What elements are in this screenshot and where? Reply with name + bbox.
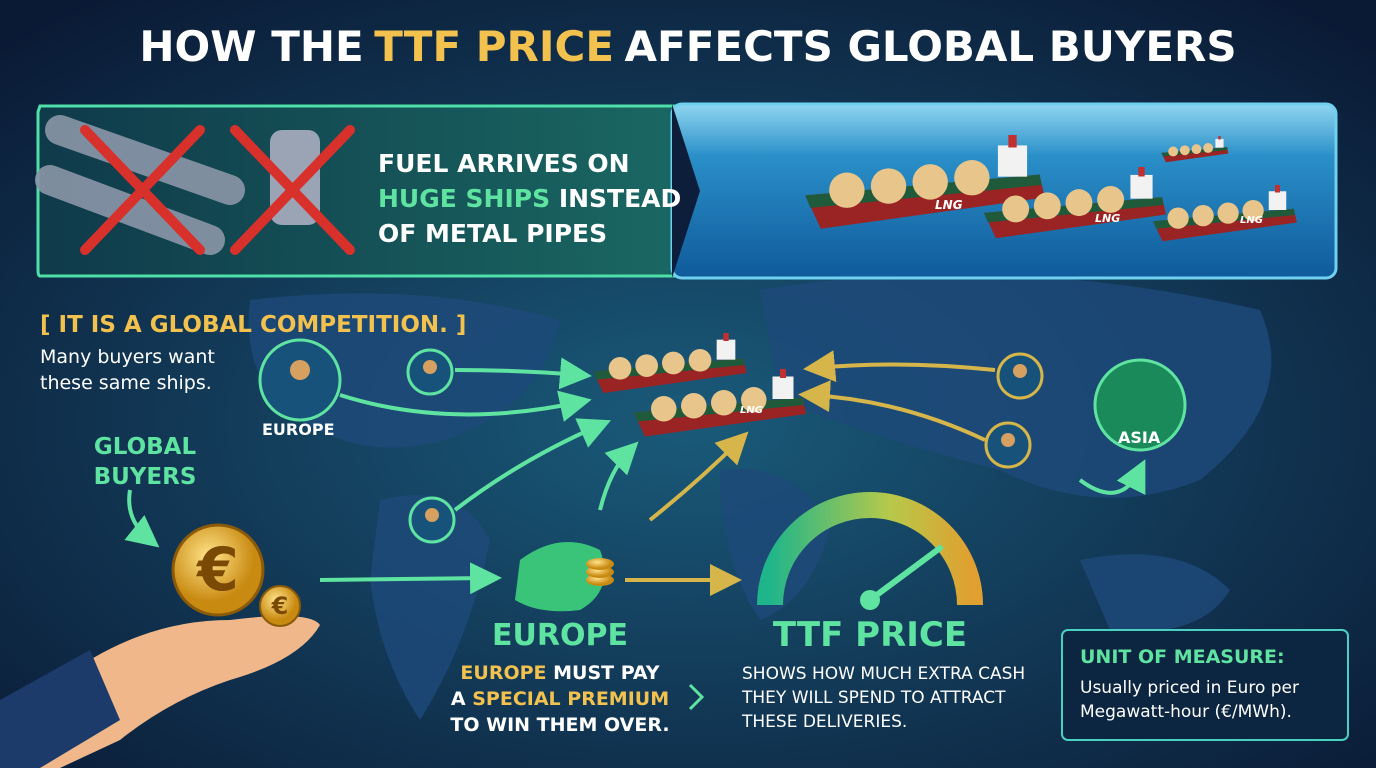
highlight: SPECIAL PREMIUM	[472, 688, 670, 710]
map-label: EUROPE	[262, 420, 335, 439]
europe-heading: EUROPE	[492, 618, 628, 653]
ship-label: LNG	[1095, 212, 1121, 225]
ttf-heading: TTF PRICE	[772, 615, 968, 655]
ship-label: LNG	[1240, 215, 1263, 226]
competition-body: Many buyers want these same ships.	[40, 346, 215, 394]
text: A	[450, 688, 466, 710]
title: HOW THE TTF PRICE AFFECTS GLOBAL BUYERS	[0, 22, 1376, 71]
coin-symbol: €	[271, 592, 289, 620]
coin-symbol: €	[197, 535, 239, 605]
text: TO WIN THEM OVER.	[450, 714, 670, 736]
competition-heading: [ IT IS A GLOBAL COMPETITION. ]	[40, 312, 467, 338]
title-part: HOW THE	[139, 22, 364, 71]
unit-body: Usually priced in Euro per Megawatt-hour…	[1080, 678, 1299, 722]
map-label: ASIA	[1118, 428, 1161, 447]
unit-heading: UNIT OF MEASURE:	[1080, 646, 1285, 668]
ship-label: LNG	[740, 405, 763, 416]
title-part: AFFECTS GLOBAL BUYERS	[624, 22, 1237, 71]
ttf-body: SHOWS HOW MUCH EXTRA CASH THEY WILL SPEN…	[742, 664, 1026, 732]
banner-highlight: HUGE SHIPS	[378, 184, 551, 213]
highlight: EUROPE	[460, 662, 547, 684]
title-highlight: TTF PRICE	[374, 22, 615, 71]
text: MUST PAY	[553, 662, 660, 684]
ship-label: LNG	[935, 198, 963, 212]
banner-line: FUEL ARRIVES ON	[378, 149, 630, 178]
europe-body: EUROPE MUST PAY A SPECIAL PREMIUM TO WIN…	[430, 660, 690, 738]
banner-line: INSTEAD	[558, 184, 682, 213]
global-buyers: GLOBAL BUYERS	[93, 434, 197, 490]
banner-line: OF METAL PIPES	[378, 219, 608, 248]
banner-text: FUEL ARRIVES ON HUGE SHIPS INSTEAD OF ME…	[378, 146, 681, 251]
